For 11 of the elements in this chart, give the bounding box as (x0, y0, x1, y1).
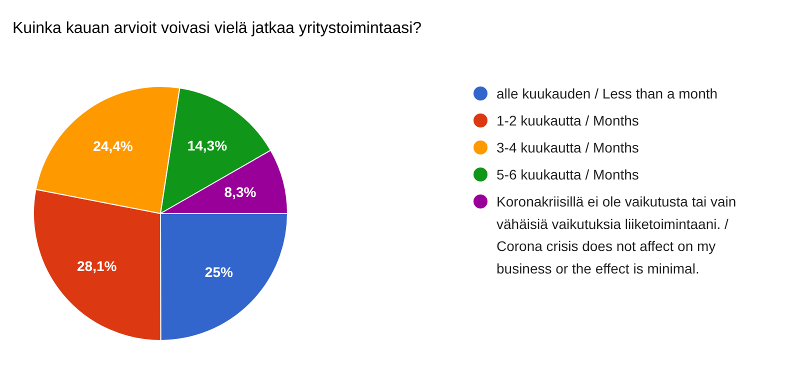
chart-title: Kuinka kauan arvioit voivasi vielä jatkaa yritystoimintaasi? (12, 20, 422, 37)
data-label: 14,3% (187, 137, 228, 154)
legend-label: 1-2 kuukautta / Months (496, 112, 639, 128)
legend-label: Koronakriisillä ei ole vaikutusta tai vain vähäisiä vaikutuksia liiketoimintaani. / Corona crisis does not affect on my business or the effect is minimal. (496, 194, 736, 276)
data-label: 8,3% (224, 184, 257, 200)
legend-label: alle kuukauden / Less than a month (496, 86, 718, 102)
data-label: 24,4% (93, 138, 134, 154)
data-label: 25% (204, 264, 234, 280)
data-label: 28,1% (77, 258, 118, 274)
legend-label: 3-4 kuukautta / Months (496, 140, 639, 156)
legend-label: 5-6 kuukautta / Months (496, 166, 639, 182)
